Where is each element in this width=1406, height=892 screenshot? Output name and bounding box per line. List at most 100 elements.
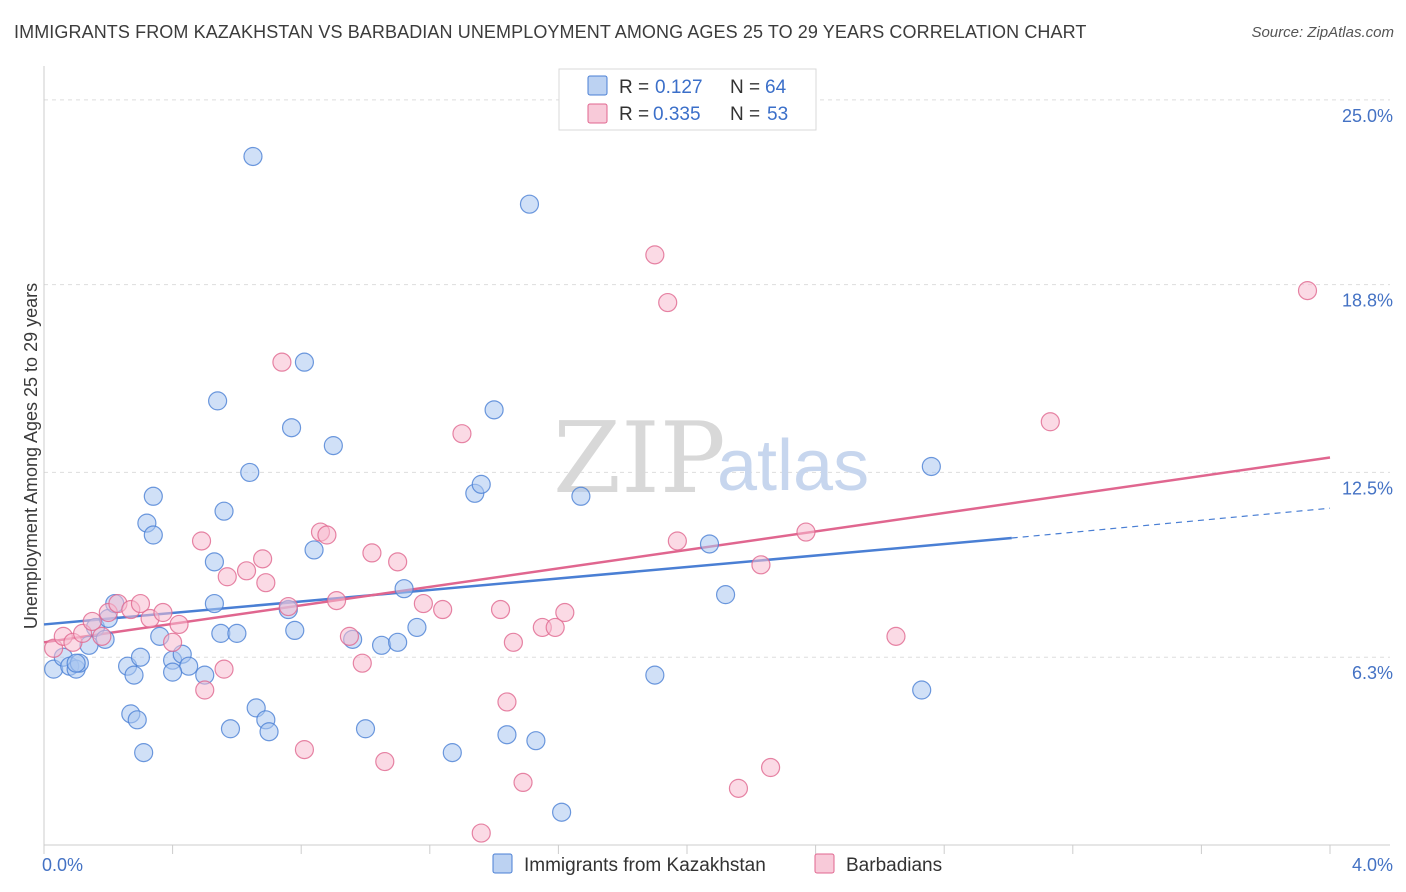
y-tick-label-2: 18.8% [1342, 291, 1393, 311]
point-barbadians-52 [1297, 281, 1318, 301]
point-kazakhstan-35 [304, 540, 324, 560]
point-barbadians-20 [256, 573, 276, 593]
point-barbadians-48 [760, 757, 781, 778]
point-kazakhstan-11 [130, 647, 151, 667]
point-barbadians-26 [326, 590, 347, 611]
y-tick-label-3: 25.0% [1342, 106, 1393, 126]
point-kazakhstan-21 [127, 710, 147, 730]
point-kazakhstan-57 [243, 146, 263, 167]
point-kazakhstan-33 [285, 620, 305, 641]
point-kazakhstan-43 [442, 743, 462, 763]
legend-n-label: N = [730, 104, 760, 125]
chart-title: IMMIGRANTS FROM KAZAKHSTAN VS BARBADIAN … [14, 22, 1087, 42]
point-barbadians-9 [130, 593, 151, 614]
point-barbadians-44 [658, 292, 678, 313]
legend-swatch-barbadians [587, 103, 608, 124]
point-kazakhstan-50 [571, 486, 591, 506]
point-barbadians-35 [471, 823, 491, 843]
point-kazakhstan-51 [645, 665, 665, 685]
point-kazakhstan-23 [204, 593, 224, 614]
point-barbadians-19 [253, 549, 273, 569]
point-barbadians-21 [272, 352, 292, 372]
point-barbadians-47 [751, 555, 771, 575]
trend-lines [43, 456, 1331, 644]
point-kazakhstan-59 [281, 418, 302, 438]
point-barbadians-34 [452, 424, 472, 444]
point-barbadians-42 [555, 602, 575, 623]
watermark-atlas: atlas [717, 426, 869, 506]
point-barbadians-23 [294, 740, 315, 760]
point-barbadians-41 [545, 617, 565, 638]
y-tick-label-1: 12.5% [1342, 478, 1393, 498]
point-barbadians-51 [1040, 412, 1060, 432]
point-barbadians-22 [278, 596, 298, 617]
trend-line-kazakhstan [43, 536, 1012, 626]
bottom-legend-swatch-kazakhstan [492, 853, 513, 874]
trend-line-barbadians [43, 456, 1331, 644]
point-kazakhstan-48 [519, 194, 540, 214]
point-kazakhstan-29 [214, 501, 234, 521]
point-barbadians-36 [490, 599, 511, 620]
point-kazakhstan-52 [552, 802, 572, 822]
point-barbadians-5 [92, 626, 112, 646]
gridlines [44, 99, 1390, 658]
bottom-legend-label-kazakhstan: Immigrants from Kazakhstan [524, 855, 766, 876]
point-barbadians-28 [352, 653, 372, 673]
point-kazakhstan-63 [66, 653, 86, 673]
point-barbadians-4 [82, 611, 102, 632]
point-kazakhstan-28 [204, 552, 224, 572]
point-barbadians-14 [191, 531, 212, 551]
x-tick-labels: 0.0% 4.0% [42, 855, 1393, 875]
legend-n-value-barbadians: 53 [767, 104, 788, 125]
point-kazakhstan-54 [715, 585, 736, 605]
point-kazakhstan-40 [388, 632, 408, 652]
point-kazakhstan-39 [371, 635, 392, 655]
bottom-legend-label-barbadians: Barbadians [846, 855, 942, 876]
point-kazakhstan-19 [163, 662, 183, 682]
point-kazakhstan-46 [484, 400, 504, 420]
point-barbadians-27 [339, 626, 360, 646]
axes [43, 66, 1390, 854]
x-tick-label-0: 0.0% [42, 855, 83, 875]
point-barbadians-33 [433, 599, 453, 620]
point-barbadians-13 [169, 614, 189, 635]
x-tick-label-1: 4.0% [1352, 855, 1393, 875]
point-kazakhstan-47 [497, 725, 517, 745]
legend-r-label: R = [619, 104, 649, 125]
point-kazakhstan-41 [394, 579, 414, 599]
point-kazakhstan-45 [471, 474, 491, 494]
point-kazakhstan-36 [323, 436, 343, 456]
point-kazakhstan-60 [143, 486, 163, 506]
point-barbadians-37 [497, 692, 517, 712]
point-kazakhstan-31 [240, 462, 260, 483]
data-points [44, 146, 1318, 843]
y-tick-labels: 6.3% 12.5% 18.8% 25.0% [1342, 106, 1393, 683]
legend-r-value-barbadians: 0.335 [653, 104, 701, 125]
point-kazakhstan-27 [259, 722, 279, 742]
point-kazakhstan-62 [143, 525, 163, 545]
point-kazakhstan-38 [355, 719, 376, 739]
legend-n-value-kazakhstan: 64 [765, 77, 787, 98]
point-kazakhstan-22 [134, 743, 154, 763]
point-barbadians-45 [667, 531, 687, 551]
source-label: Source: ZipAtlas.com [1251, 24, 1394, 41]
y-tick-label-0: 6.3% [1352, 663, 1393, 683]
point-kazakhstan-30 [227, 623, 247, 643]
trend-line-kazakhstan-extension [1011, 507, 1331, 539]
point-barbadians-18 [236, 561, 257, 581]
point-kazakhstan-58 [208, 391, 228, 411]
legend-n-label: N = [730, 77, 760, 98]
point-barbadians-49 [796, 522, 816, 542]
point-kazakhstan-55 [921, 456, 941, 477]
point-barbadians-38 [503, 632, 523, 652]
point-barbadians-25 [317, 525, 337, 545]
point-barbadians-12 [163, 632, 183, 652]
point-barbadians-39 [513, 772, 533, 793]
legend-swatch-kazakhstan [587, 75, 608, 96]
point-kazakhstan-42 [407, 617, 427, 638]
point-kazakhstan-18 [211, 623, 231, 643]
watermark: ZIP atlas [553, 402, 869, 516]
y-axis-label: Unemployment Among Ages 25 to 29 years [21, 283, 41, 629]
point-barbadians-32 [413, 593, 433, 614]
